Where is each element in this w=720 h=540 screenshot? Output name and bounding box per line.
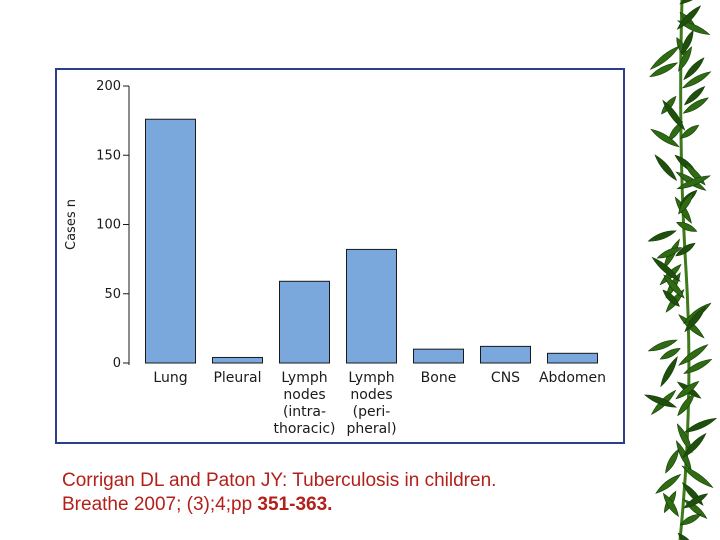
x-category-label: (intra- bbox=[283, 404, 326, 420]
x-category-label: (peri- bbox=[353, 404, 391, 420]
y-tick-label: 0 bbox=[113, 356, 121, 371]
x-category-label: nodes bbox=[283, 387, 325, 403]
y-tick-label: 200 bbox=[96, 79, 121, 94]
y-tick-label: 50 bbox=[104, 287, 121, 302]
x-category-label: Pleural bbox=[213, 370, 261, 386]
y-axis-title: Cases n bbox=[64, 199, 79, 250]
bar bbox=[279, 280, 330, 364]
x-category-label: Lymph bbox=[281, 370, 327, 386]
citation-journal: Breathe 2007; (3);4;pp bbox=[62, 494, 258, 515]
x-category-label: thoracic) bbox=[273, 421, 335, 437]
chart-frame: 0 50 100 150 200 Cases n Lung Pleural Lymph nodes… bbox=[55, 68, 625, 444]
y-tick-label: 100 bbox=[96, 218, 121, 233]
bar bbox=[145, 118, 196, 364]
x-category-label: Lung bbox=[153, 370, 187, 386]
bar bbox=[480, 345, 531, 364]
x-category-label: pheral) bbox=[346, 421, 396, 437]
y-tick-label: 150 bbox=[96, 148, 121, 163]
citation-pages: 351-363. bbox=[257, 494, 333, 515]
x-category-label: CNS bbox=[491, 370, 520, 386]
x-category-label: Abdomen bbox=[539, 370, 606, 386]
x-category-label: Bone bbox=[421, 370, 457, 386]
x-category-label: Lymph bbox=[348, 370, 394, 386]
citation-line-1: Corrigan DL and Paton JY: Tuberculosis i… bbox=[62, 470, 497, 491]
citation-line-2: Breathe 2007; (3);4;pp 351-363. bbox=[62, 493, 642, 517]
bar bbox=[212, 356, 263, 364]
citation: Corrigan DL and Paton JY: Tuberculosis i… bbox=[62, 469, 642, 517]
bamboo-leaves-icon bbox=[644, 0, 718, 540]
x-category-label: nodes bbox=[350, 387, 392, 403]
bar bbox=[346, 248, 397, 364]
bar bbox=[413, 348, 464, 364]
bar bbox=[547, 352, 598, 364]
